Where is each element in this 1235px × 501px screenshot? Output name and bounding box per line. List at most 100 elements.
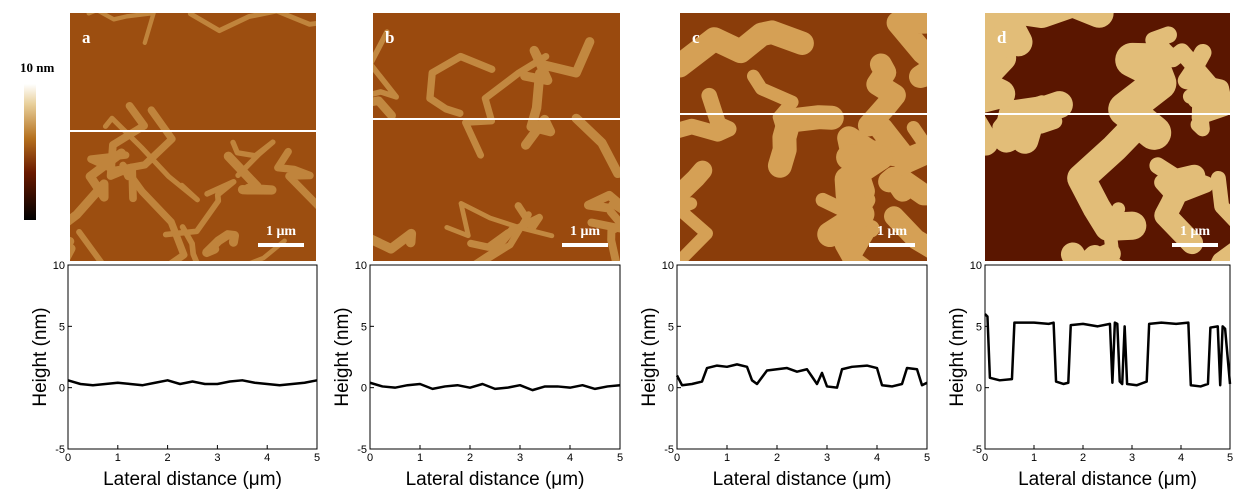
domains bbox=[373, 29, 620, 261]
y-axis-title: Height (nm) bbox=[30, 307, 51, 406]
domain bbox=[230, 139, 276, 179]
x-tick-label: 3 bbox=[1129, 452, 1135, 464]
domain bbox=[274, 147, 316, 210]
colorbar-label: 10 nm bbox=[20, 60, 54, 75]
domain bbox=[606, 207, 620, 261]
y-tick-label: 10 bbox=[53, 260, 65, 272]
domain bbox=[70, 148, 126, 226]
x-tick-label: 2 bbox=[467, 452, 473, 464]
scale-bar-label: 1 μm bbox=[1180, 224, 1210, 239]
x-tick-label: 4 bbox=[1178, 452, 1184, 464]
domain bbox=[444, 200, 555, 239]
x-tick-label: 0 bbox=[674, 452, 680, 464]
x-tick-label: 4 bbox=[874, 452, 880, 464]
panel-label: d bbox=[997, 28, 1007, 47]
domain bbox=[426, 52, 496, 117]
domains bbox=[70, 13, 316, 261]
domain bbox=[1182, 89, 1230, 137]
y-axis-title: Height (nm) bbox=[947, 307, 968, 406]
domain bbox=[478, 211, 532, 261]
x-tick-label: 5 bbox=[314, 452, 320, 464]
domain bbox=[179, 224, 200, 261]
x-tick-label: 1 bbox=[724, 452, 730, 464]
domain bbox=[884, 206, 927, 258]
domain bbox=[1075, 242, 1123, 261]
x-tick-label: 2 bbox=[774, 452, 780, 464]
profile-curve bbox=[67, 379, 318, 387]
domain bbox=[373, 228, 417, 254]
y-tick-label: -5 bbox=[664, 444, 674, 456]
y-tick-label: 5 bbox=[976, 321, 982, 333]
y-tick-label: 0 bbox=[668, 383, 674, 395]
domain bbox=[76, 229, 104, 261]
afm-image bbox=[680, 13, 927, 261]
domain bbox=[102, 115, 200, 203]
x-tick-label: 5 bbox=[924, 452, 930, 464]
domain bbox=[520, 68, 556, 150]
domain bbox=[1149, 157, 1215, 205]
x-tick-label: 2 bbox=[165, 452, 171, 464]
domain bbox=[680, 87, 737, 142]
x-tick-label: 4 bbox=[264, 452, 270, 464]
afm-image bbox=[985, 13, 1230, 261]
profile-curve bbox=[369, 381, 621, 392]
plot-frame bbox=[984, 264, 1231, 450]
profile-curve bbox=[984, 313, 1232, 388]
image-bg bbox=[70, 13, 316, 261]
y-tick-label: 0 bbox=[59, 383, 65, 395]
y-axis-title: Height (nm) bbox=[639, 307, 660, 406]
plot-frame bbox=[676, 264, 928, 450]
panel-label: b bbox=[385, 28, 394, 47]
domain bbox=[680, 160, 713, 207]
domain bbox=[583, 190, 620, 213]
domain bbox=[587, 218, 620, 233]
domain bbox=[878, 166, 927, 206]
domain bbox=[890, 136, 927, 176]
y-tick-label: 10 bbox=[355, 260, 367, 272]
domain bbox=[767, 105, 844, 178]
scale-bar-label: 1 μm bbox=[877, 224, 907, 239]
domain bbox=[1086, 197, 1126, 257]
panel-label: c bbox=[692, 28, 700, 47]
domain bbox=[571, 113, 620, 178]
domain bbox=[86, 13, 156, 45]
plot-frame bbox=[369, 264, 621, 450]
domain bbox=[223, 151, 277, 195]
x-tick-label: 4 bbox=[567, 452, 573, 464]
x-axis-title: Lateral distance (μm) bbox=[103, 469, 282, 490]
x-axis-title: Lateral distance (μm) bbox=[713, 469, 892, 490]
x-tick-label: 3 bbox=[214, 452, 220, 464]
y-tick-label: 0 bbox=[976, 383, 982, 395]
afm-image bbox=[70, 13, 316, 261]
x-tick-label: 1 bbox=[1031, 452, 1037, 464]
colorbar bbox=[24, 84, 36, 220]
profile-curve bbox=[675, 363, 928, 389]
y-tick-label: 10 bbox=[970, 260, 982, 272]
y-tick-label: -5 bbox=[55, 444, 65, 456]
domain bbox=[857, 53, 906, 137]
x-tick-label: 1 bbox=[115, 452, 121, 464]
domain bbox=[985, 14, 1033, 113]
y-tick-label: 5 bbox=[361, 321, 367, 333]
domain bbox=[817, 144, 893, 248]
domain bbox=[680, 197, 713, 261]
scale-bar-label: 1 μm bbox=[570, 224, 600, 239]
y-tick-label: 0 bbox=[361, 383, 367, 395]
x-axis-title: Lateral distance (μm) bbox=[1018, 469, 1197, 490]
domain bbox=[373, 29, 399, 100]
y-tick-label: 10 bbox=[662, 260, 674, 272]
domains bbox=[680, 13, 927, 261]
domain bbox=[162, 178, 237, 238]
domain bbox=[473, 225, 517, 261]
x-tick-label: 1 bbox=[417, 452, 423, 464]
y-tick-label: -5 bbox=[972, 444, 982, 456]
x-tick-label: 5 bbox=[617, 452, 623, 464]
domain bbox=[187, 13, 316, 34]
x-tick-label: 3 bbox=[824, 452, 830, 464]
x-tick-label: 0 bbox=[367, 452, 373, 464]
domain bbox=[119, 161, 188, 261]
domain bbox=[249, 238, 287, 261]
domain bbox=[373, 96, 396, 120]
